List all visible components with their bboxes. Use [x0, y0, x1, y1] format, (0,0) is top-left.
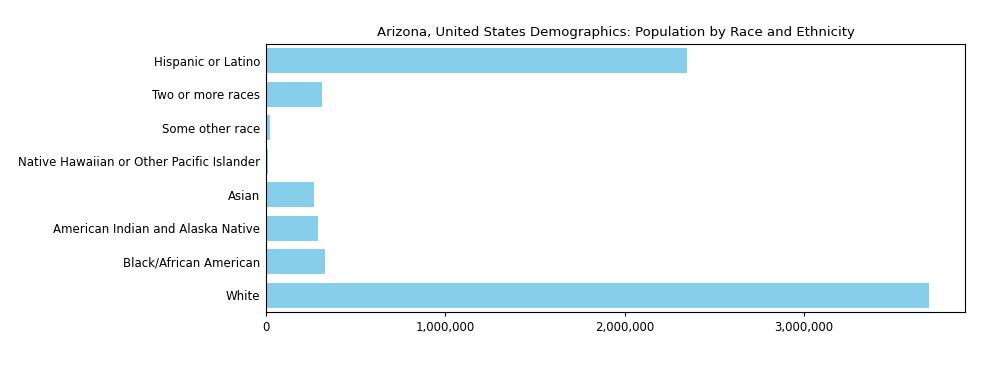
Bar	[266, 216, 318, 241]
Bar	[266, 48, 688, 73]
Bar	[266, 249, 325, 274]
Bar	[266, 149, 268, 174]
Bar	[266, 115, 270, 140]
Bar	[266, 82, 321, 107]
Title: Arizona, United States Demographics: Population by Race and Ethnicity: Arizona, United States Demographics: Pop…	[376, 26, 855, 39]
Bar	[266, 182, 314, 207]
Bar	[266, 283, 930, 308]
